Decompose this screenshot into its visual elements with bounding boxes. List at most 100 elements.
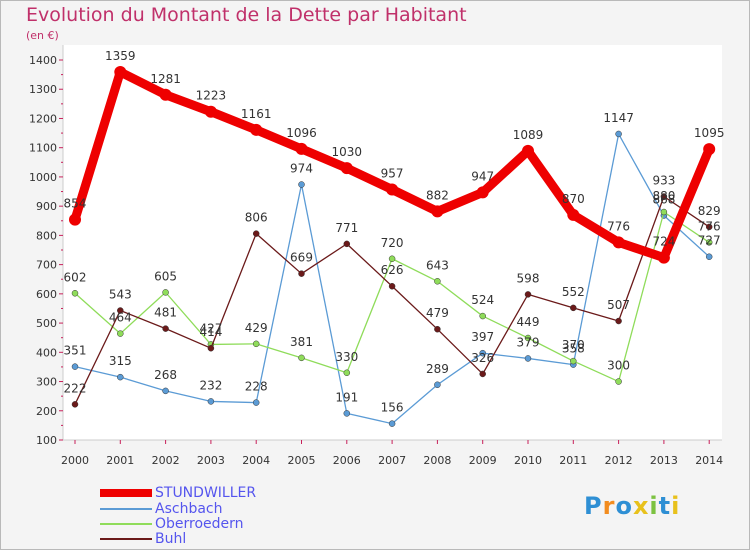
data-point-stundwiller — [69, 213, 81, 226]
data-label-aschbach: 1147 — [603, 111, 634, 125]
data-label-stundwiller: 870 — [562, 192, 585, 206]
data-point-buhl — [705, 223, 713, 231]
data-label-stundwiller: 1096 — [286, 126, 317, 140]
x-tick-label: 2004 — [242, 454, 270, 467]
y-tick-label: 100 — [36, 434, 57, 447]
legend-swatch-buhl — [100, 538, 152, 540]
data-label-buhl: 543 — [109, 288, 132, 302]
data-point-stundwiller — [295, 142, 308, 155]
y-tick-label: 500 — [36, 317, 57, 330]
data-label-buhl: 552 — [562, 285, 585, 299]
data-label-aschbach: 727 — [698, 234, 721, 248]
data-label-aschbach: 351 — [64, 344, 87, 358]
data-point-aschbach — [252, 399, 260, 406]
data-point-stundwiller — [657, 251, 670, 264]
x-tick-label: 2009 — [469, 454, 497, 467]
x-tick-label: 2011 — [559, 454, 587, 467]
data-point-stundwiller — [114, 65, 127, 78]
y-tick-label: 1000 — [29, 171, 57, 184]
data-label-buhl: 806 — [245, 211, 268, 225]
x-tick-label: 2006 — [333, 454, 361, 467]
data-label-buhl: 829 — [698, 204, 721, 218]
data-point-buhl — [298, 270, 305, 277]
y-tick-label: 400 — [36, 346, 57, 359]
y-tick-label: 1400 — [29, 54, 57, 67]
data-label-oberroedern: 449 — [517, 315, 540, 329]
x-tick-label: 2002 — [152, 454, 180, 467]
y-tick-label: 600 — [36, 288, 57, 301]
proxiti-logo: Proxiti — [584, 492, 681, 520]
data-label-stundwiller: 1223 — [196, 89, 227, 103]
data-point-buhl — [117, 307, 124, 314]
y-tick-label: 700 — [36, 259, 57, 272]
data-label-oberroedern: 330 — [335, 350, 358, 364]
data-label-aschbach: 191 — [335, 390, 358, 404]
data-point-oberroedern — [117, 330, 124, 337]
legend-item-oberroedern: Oberroedern — [100, 516, 244, 532]
data-label-stundwiller: 1281 — [150, 72, 181, 86]
x-tick-label: 2010 — [514, 454, 542, 467]
data-label-oberroedern: 427 — [199, 321, 222, 335]
data-point-buhl — [615, 317, 622, 325]
data-point-aschbach — [434, 381, 441, 389]
data-point-oberroedern — [343, 369, 351, 377]
y-tick-label: 1100 — [29, 142, 57, 155]
data-point-buhl — [479, 370, 486, 378]
data-point-oberroedern — [162, 289, 169, 296]
data-point-oberroedern — [71, 290, 79, 297]
chart-title: Evolution du Montant de la Dette par Hab… — [26, 4, 467, 26]
data-point-oberroedern — [524, 334, 532, 342]
data-label-oberroedern: 605 — [154, 269, 177, 283]
y-tick-label: 200 — [36, 405, 57, 418]
data-point-buhl — [207, 344, 215, 352]
data-point-buhl — [434, 325, 441, 333]
legend-label-aschbach: Aschbach — [155, 501, 223, 517]
data-point-stundwiller — [703, 143, 716, 156]
data-label-stundwiller: 957 — [381, 166, 404, 180]
data-point-aschbach — [705, 253, 713, 260]
data-point-aschbach — [298, 181, 305, 188]
data-point-buhl — [71, 401, 79, 408]
chart-subtitle: (en €) — [26, 29, 59, 42]
data-label-stundwiller: 854 — [64, 197, 87, 211]
y-tick-label: 300 — [36, 376, 57, 389]
data-point-buhl — [252, 230, 260, 237]
data-label-aschbach: 289 — [426, 362, 449, 376]
data-label-buhl: 479 — [426, 306, 449, 320]
data-label-oberroedern: 643 — [426, 258, 449, 272]
data-label-buhl: 414 — [199, 325, 222, 339]
data-point-aschbach — [207, 398, 215, 405]
legend-swatch-stundwiller — [100, 489, 152, 497]
data-point-buhl — [570, 304, 577, 312]
data-point-stundwiller — [612, 236, 625, 249]
data-label-buhl: 507 — [607, 298, 630, 312]
data-label-stundwiller: 1161 — [241, 107, 272, 121]
data-label-oberroedern: 429 — [245, 321, 268, 335]
data-label-aschbach: 315 — [109, 354, 132, 368]
data-point-oberroedern — [298, 354, 305, 362]
data-label-aschbach: 379 — [517, 335, 540, 349]
data-point-stundwiller — [250, 123, 263, 136]
x-tick-label: 2008 — [423, 454, 451, 467]
data-point-aschbach — [524, 355, 532, 362]
data-point-oberroedern — [615, 378, 622, 385]
data-point-oberroedern — [705, 239, 713, 246]
legend-item-stundwiller: STUNDWILLER — [100, 485, 256, 501]
data-label-aschbach: 868 — [652, 193, 675, 207]
data-label-stundwiller: 947 — [471, 169, 494, 183]
x-tick-label: 2007 — [378, 454, 406, 467]
y-tick-label: 1200 — [29, 112, 57, 125]
legend-item-aschbach: Aschbach — [100, 501, 222, 517]
data-point-aschbach — [162, 387, 169, 395]
data-point-oberroedern — [388, 255, 396, 263]
data-label-stundwiller: 1359 — [105, 49, 136, 63]
data-label-oberroedern: 464 — [109, 311, 132, 325]
data-point-stundwiller — [159, 88, 172, 101]
x-tick-label: 2001 — [106, 454, 134, 467]
data-label-oberroedern: 880 — [652, 189, 675, 203]
data-point-stundwiller — [522, 144, 534, 157]
legend-item-buhl: Buhl — [100, 531, 186, 547]
data-point-stundwiller — [204, 105, 217, 118]
data-label-stundwiller: 1089 — [513, 128, 544, 142]
